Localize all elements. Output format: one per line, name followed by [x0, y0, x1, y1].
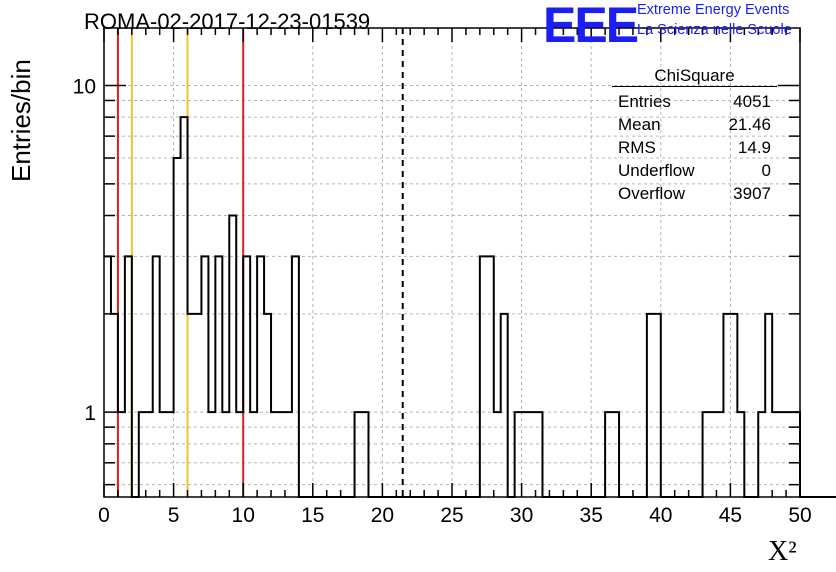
stats-label: Underflow [618, 161, 695, 180]
x-tick-label: 50 [788, 504, 811, 527]
logo-line-1: Extreme Energy Events [637, 2, 790, 18]
stats-value: 21.46 [728, 115, 771, 134]
stats-row-mean: Mean 21.46 [612, 113, 777, 136]
stats-value: 0 [761, 161, 771, 180]
stats-box: ChiSquare Entries 4051 Mean 21.46 RMS 14… [612, 66, 777, 205]
y-axis-label: Entries/bin [6, 59, 36, 182]
stats-row-entries: Entries 4051 [612, 90, 777, 113]
histogram-series [104, 116, 836, 498]
stats-label: Overflow [618, 184, 686, 203]
x-tick-label: 15 [301, 504, 324, 527]
x-tick-label: 40 [649, 504, 672, 527]
stats-label: Entries [618, 92, 671, 111]
stats-label: RMS [618, 138, 656, 157]
x-tick-label: 35 [580, 504, 603, 527]
x-tick-label: 30 [510, 504, 533, 527]
x-tick-label: 45 [719, 504, 742, 527]
stats-label: Mean [618, 115, 661, 134]
stats-row-overflow: Overflow 3907 [612, 182, 777, 205]
logo-line-2: La Scienza nelle Scuole [637, 22, 792, 38]
stats-title: ChiSquare [612, 66, 777, 87]
x-axis-label: X² [768, 536, 797, 567]
x-tick-label: 5 [168, 504, 180, 527]
x-tick-label: 10 [232, 504, 255, 527]
y-tick-label: 10 [73, 76, 96, 99]
stats-value: 4051 [733, 92, 771, 111]
stats-row-underflow: Underflow 0 [612, 159, 777, 182]
x-tick-label: 25 [440, 504, 463, 527]
stats-value: 14.9 [737, 138, 771, 157]
chart-title: ROMA-02-2017-12-23-01539 [84, 9, 371, 34]
eee-logo: EEE [543, 0, 639, 53]
x-tick-label: 0 [98, 504, 110, 527]
stats-value: 3907 [733, 184, 771, 203]
x-tick-label: 20 [371, 504, 394, 527]
y-tick-label: 1 [84, 402, 96, 425]
stats-row-rms: RMS 14.9 [612, 136, 777, 159]
